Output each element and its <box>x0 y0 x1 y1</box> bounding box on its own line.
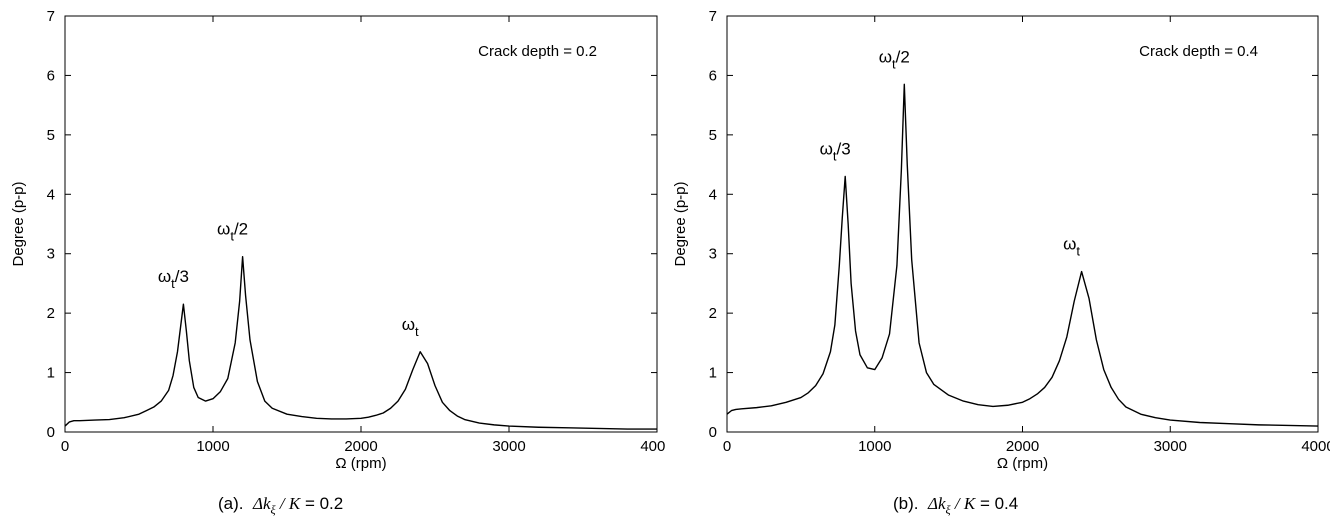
caption-prefix: (a). <box>218 494 244 513</box>
y-tick-label: 5 <box>47 127 55 144</box>
plot-frame <box>726 15 1319 433</box>
peak-label: ωt/3 <box>820 139 851 163</box>
y-tick-label: 3 <box>709 246 717 263</box>
plot-frame <box>64 15 658 433</box>
y-tick-label: 4 <box>709 186 717 203</box>
series-line <box>64 255 657 430</box>
y-axis-label: Degree (p-p) <box>10 181 27 266</box>
y-tick-label: 4 <box>47 186 55 203</box>
y-tick-label: 7 <box>709 8 717 25</box>
y-tick-label: 1 <box>709 365 717 382</box>
x-axis-label: Ω (rpm) <box>335 455 386 472</box>
caption-value: = 0.2 <box>304 494 344 513</box>
crack-depth-annotation: Crack depth = 0.2 <box>478 43 597 60</box>
chart-caption-a: (a). Δkξ / K = 0.2 <box>218 494 343 517</box>
peak-label: ωt <box>1063 235 1080 259</box>
chart-caption-b: (b). Δkξ / K = 0.4 <box>893 494 1018 517</box>
y-tick-label: 0 <box>709 424 717 441</box>
peak-label: ωt <box>402 315 419 339</box>
x-tick-label: 3000 <box>1154 438 1187 455</box>
x-axis-label: Ω (rpm) <box>997 455 1048 472</box>
series-line <box>726 83 1319 427</box>
y-tick-label: 6 <box>47 67 55 84</box>
y-tick-label: 5 <box>709 127 717 144</box>
x-tick-label: 2000 <box>344 438 377 455</box>
crack-depth-annotation: Crack depth = 0.4 <box>1139 43 1258 60</box>
peak-label: ωt/2 <box>217 220 248 244</box>
y-tick-label: 0 <box>47 424 55 441</box>
y-tick-label: 2 <box>709 305 717 322</box>
caption-value: = 0.4 <box>979 494 1019 513</box>
x-tick-label: 3000 <box>492 438 525 455</box>
caption-formula: Δkξ / K <box>927 494 976 517</box>
y-axis-label: Degree (p-p) <box>672 181 689 266</box>
caption-prefix: (b). <box>893 494 919 513</box>
y-tick-label: 6 <box>709 67 717 84</box>
x-tick-label: 0 <box>61 438 69 455</box>
y-tick-label: 3 <box>47 246 55 263</box>
caption-formula: Δkξ / K <box>252 494 301 517</box>
y-tick-label: 2 <box>47 305 55 322</box>
y-tick-label: 7 <box>47 8 55 25</box>
x-tick-label: 0 <box>723 438 731 455</box>
x-tick-label: 2000 <box>1006 438 1039 455</box>
y-tick-label: 1 <box>47 365 55 382</box>
peak-label: ωt/2 <box>879 47 910 71</box>
peak-label: ωt/3 <box>158 267 189 291</box>
x-tick-label: 1000 <box>858 438 891 455</box>
x-tick-label: 1000 <box>196 438 229 455</box>
